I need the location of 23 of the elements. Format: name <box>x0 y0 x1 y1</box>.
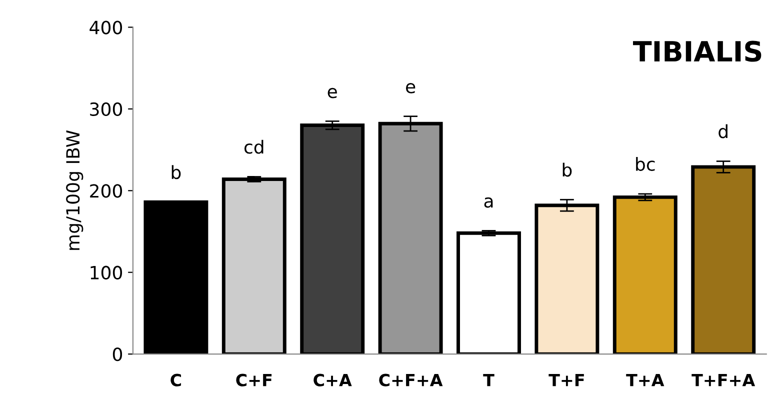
x-tick-label: C+A <box>314 374 352 386</box>
y-tick-label: 200 <box>90 184 122 198</box>
annotation: bc <box>636 156 655 171</box>
annotation: b <box>562 162 572 177</box>
x-tick-label: T <box>483 374 494 386</box>
annotation: cd <box>244 140 264 154</box>
chart-title: TIBIALIS <box>633 40 762 62</box>
x-tick-label: C+F+A <box>379 374 443 386</box>
y-tick-label: 100 <box>90 266 122 280</box>
annotation: b <box>172 165 181 180</box>
annotation: a <box>484 197 493 208</box>
x-tick-label: C+F <box>236 374 272 386</box>
y-axis-title: mg/100g IBW <box>66 130 84 250</box>
x-tick-label: C <box>170 374 181 386</box>
annotation: d <box>718 124 728 138</box>
x-tick-label: T+A <box>626 374 664 386</box>
annotation: e <box>328 88 337 98</box>
y-tick-label: 400 <box>90 20 122 34</box>
annotation: e <box>406 82 416 94</box>
x-tick-label: T+F <box>548 374 584 386</box>
y-tick-label: 300 <box>90 102 122 116</box>
x-tick-label: T+F+A <box>692 374 756 386</box>
y-tick-label: 0 <box>112 348 122 362</box>
